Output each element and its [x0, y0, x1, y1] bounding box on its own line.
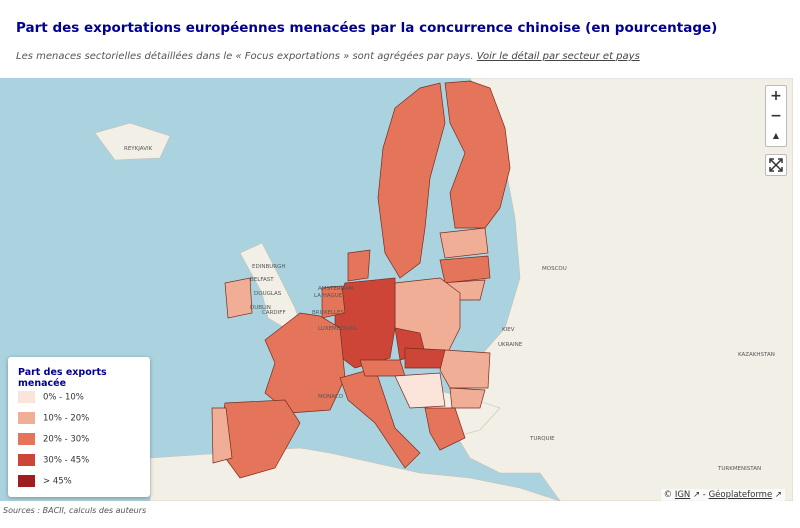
map[interactable]: REYKJAVIK EDINBURGH BELFAST DOUGLAS DUBL… [0, 78, 793, 501]
geoplateforme-link[interactable]: Géoplateforme [708, 490, 773, 500]
legend-item: 10% - 20% [18, 412, 89, 426]
place-label: MONACO [318, 394, 344, 400]
fullscreen-icon [769, 158, 783, 172]
place-label: DOUGLAS [254, 291, 282, 297]
fullscreen-button[interactable] [765, 154, 787, 176]
legend: Part des exports menacée 0% - 10% 10% - 2… [8, 357, 150, 497]
zoom-controls: + − ▲ [765, 85, 787, 147]
legend-item: 0% - 10% [18, 391, 84, 405]
detail-link[interactable]: Voir le détail par secteur et pays [476, 51, 640, 62]
subtitle: Les menaces sectorielles détaillées dans… [16, 51, 474, 62]
north-button[interactable]: ▲ [772, 131, 780, 140]
place-label: REYKJAVIK [124, 146, 153, 152]
place-label: CARDIFF [262, 310, 286, 316]
place-label: LA HAGUE [314, 293, 343, 299]
ign-link[interactable]: IGN [674, 490, 691, 500]
source: Sources : BACII, calculs des auteurs [3, 506, 147, 515]
place-label: BRUXELLES [312, 310, 344, 316]
legend-label: 20% - 30% [43, 434, 90, 445]
legend-label: 30% - 45% [43, 455, 90, 466]
place-label: LUXEMBOURG [318, 326, 357, 332]
countries [211, 80, 511, 479]
legend-swatch [18, 475, 35, 487]
legend-swatch [18, 412, 35, 424]
legend-item: 20% - 30% [18, 433, 89, 447]
map-labels: REYKJAVIK EDINBURGH BELFAST DOUGLAS DUBL… [124, 146, 775, 472]
legend-label: 0% - 10% [43, 392, 84, 403]
subtitle-row: Les menaces sectorielles détaillées dans… [16, 51, 640, 62]
place-label: KAZAKHSTAN [738, 352, 775, 358]
place-label: EDINBURGH [252, 264, 285, 270]
legend-swatch [18, 391, 35, 403]
copyright: © [663, 490, 673, 500]
legend-item: > 45% [18, 475, 72, 489]
place-label: TURQUIE [529, 436, 555, 442]
attribution: © IGN ↗ - Géoplateforme ↗ [660, 489, 785, 501]
zoom-in[interactable]: + [770, 88, 782, 104]
place-label: AMSTERDAM [318, 286, 354, 292]
legend-label: 10% - 20% [43, 413, 90, 424]
legend-item: 30% - 45% [18, 454, 89, 468]
legend-title: Part des exports menacée [18, 367, 107, 389]
separator: - [702, 490, 706, 500]
legend-swatch [18, 433, 35, 445]
place-label: TURKMENISTAN [717, 466, 761, 472]
place-label: DUBLIN [250, 305, 271, 311]
place-label: KIEV [502, 327, 515, 333]
zoom-out[interactable]: − [770, 108, 782, 124]
title: Part des exportations européennes menacé… [16, 20, 718, 36]
legend-label: > 45% [43, 476, 72, 487]
legend-swatch [18, 454, 35, 466]
place-label: MOSCOU [542, 266, 567, 272]
place-label: BELFAST [250, 277, 274, 283]
place-label: UKRAINE [498, 342, 523, 348]
